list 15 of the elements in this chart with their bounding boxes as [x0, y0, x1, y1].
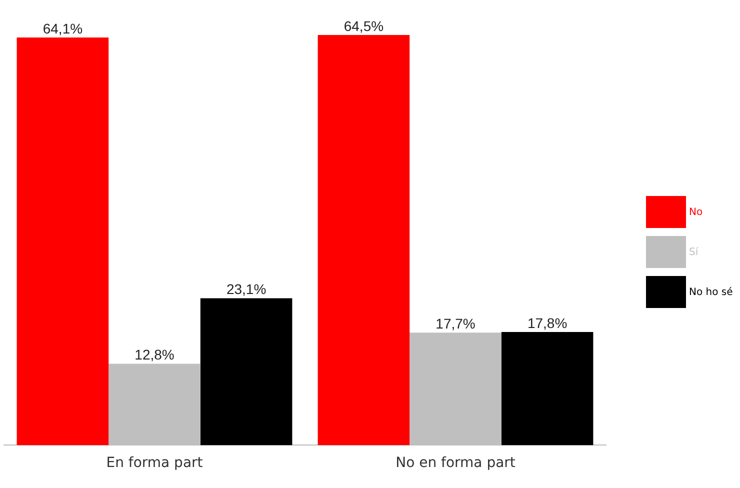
bar [501, 332, 594, 446]
bar [318, 34, 410, 446]
data-label: 64,5% [344, 18, 384, 34]
data-label: 12,8% [134, 346, 174, 363]
bar [16, 38, 109, 446]
data-label: 17,8% [527, 314, 568, 331]
data-label: 23,1% [226, 281, 266, 298]
text: No ho sé [689, 286, 733, 298]
x-tick-label: No en forma part [396, 455, 516, 472]
data-label: 17,7% [436, 315, 476, 332]
bar [200, 298, 292, 446]
data-label: 64,1% [42, 20, 83, 36]
text: No [689, 206, 703, 218]
text: Sí [689, 246, 698, 258]
x-tick-label: En forma part [106, 455, 204, 472]
